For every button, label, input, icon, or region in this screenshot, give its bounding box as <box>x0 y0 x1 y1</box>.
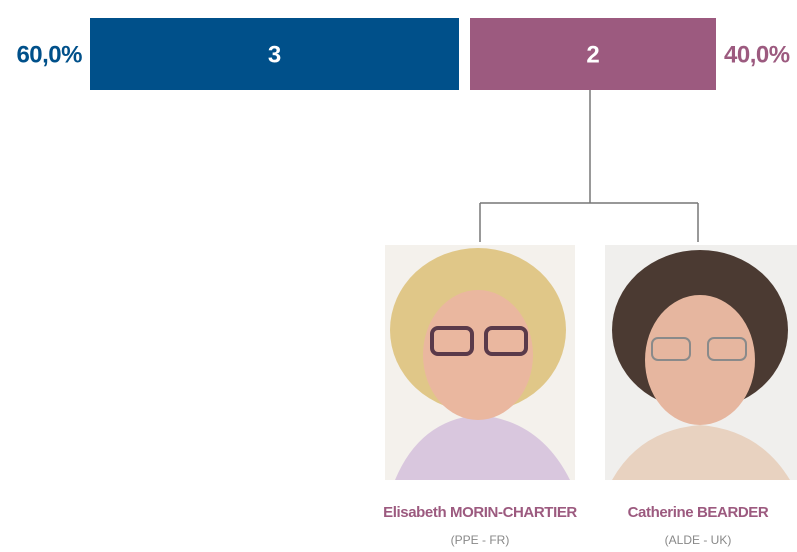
seat-bar <box>90 18 459 90</box>
member-group: (PPE - FR) <box>451 533 510 547</box>
share-label: 60,0% <box>16 41 82 68</box>
seat-bar <box>470 18 716 90</box>
tree-connector <box>479 90 699 242</box>
seat-count: 2 <box>586 41 599 68</box>
share-label: 40,0% <box>724 41 790 68</box>
member-name: Catherine BEARDER <box>628 504 769 521</box>
portrait <box>385 245 575 480</box>
member-group: (ALDE - UK) <box>665 533 732 547</box>
member-name: Elisabeth MORIN-CHARTIER <box>383 504 577 521</box>
seat-count: 3 <box>268 41 281 68</box>
portrait <box>605 245 797 480</box>
